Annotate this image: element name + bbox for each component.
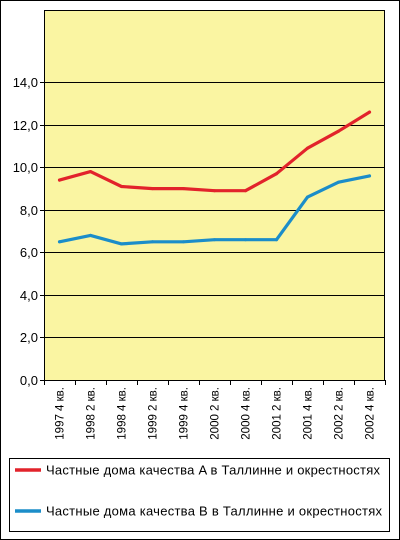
data-point bbox=[244, 189, 247, 193]
data-point bbox=[89, 170, 92, 174]
x-tick-label: 1999 2 кв. bbox=[148, 387, 160, 440]
legend-label-quality-b: Частные дома качества B в Таллинне и окр… bbox=[46, 504, 383, 519]
data-point bbox=[151, 187, 154, 191]
x-axis: 1997 4 кв. 1998 2 кв. 1998 4 кв. 1999 2 кв.… bbox=[44, 380, 386, 440]
x-tick-label: 2000 4 кв. bbox=[241, 387, 253, 440]
y-tick-label: 6,0 bbox=[20, 245, 38, 260]
data-point bbox=[120, 185, 123, 188]
data-point bbox=[244, 238, 247, 242]
y-axis: 0,0 2,0 4,0 6,0 8,0 10,0 12,0 14,0 bbox=[13, 75, 44, 388]
data-point bbox=[182, 240, 185, 244]
data-point bbox=[151, 240, 154, 244]
y-tick-label: 8,0 bbox=[20, 203, 38, 218]
data-point bbox=[182, 187, 185, 191]
data-point bbox=[275, 172, 278, 176]
plot-area bbox=[44, 10, 385, 380]
y-tick-label: 4,0 bbox=[20, 288, 38, 303]
data-point bbox=[368, 174, 371, 178]
series-lines bbox=[57, 110, 372, 246]
x-tick-label: 2001 4 кв. bbox=[303, 387, 315, 440]
legend-box bbox=[9, 458, 390, 532]
data-point bbox=[306, 195, 309, 199]
x-tick-label: 2001 2 кв. bbox=[272, 387, 284, 440]
data-point bbox=[58, 178, 61, 182]
data-point bbox=[58, 240, 61, 244]
data-point bbox=[120, 242, 123, 246]
x-tick-label: 2002 4 кв. bbox=[365, 387, 377, 440]
y-tick-label: 10,0 bbox=[13, 160, 38, 175]
y-tick-label: 12,0 bbox=[13, 118, 38, 133]
y-tick-label: 2,0 bbox=[20, 330, 38, 345]
data-point bbox=[337, 129, 340, 133]
data-point bbox=[213, 238, 216, 242]
y-tick-label: 0,0 bbox=[20, 373, 38, 388]
data-point bbox=[89, 233, 92, 237]
x-tick-label: 1999 4 кв. bbox=[179, 387, 191, 440]
data-point bbox=[275, 238, 278, 242]
data-point bbox=[213, 189, 216, 193]
data-point bbox=[368, 110, 371, 114]
x-tick-label: 2002 2 кв. bbox=[334, 387, 346, 440]
legend-label-quality-a: Частные дома качества A в Таллинне и окр… bbox=[46, 463, 381, 478]
legend: Частные дома качества A в Таллинне и окр… bbox=[9, 458, 390, 532]
x-tick-label: 1997 4 кв. bbox=[55, 387, 67, 440]
data-point bbox=[337, 180, 340, 184]
x-tick-label: 1998 2 кв. bbox=[86, 387, 98, 440]
plot-frame bbox=[44, 10, 385, 381]
x-tick-label: 2000 2 кв. bbox=[210, 387, 222, 440]
y-tick-label: 14,0 bbox=[13, 75, 38, 90]
data-point bbox=[306, 146, 309, 150]
x-tick-label: 1998 4 кв. bbox=[117, 387, 129, 440]
